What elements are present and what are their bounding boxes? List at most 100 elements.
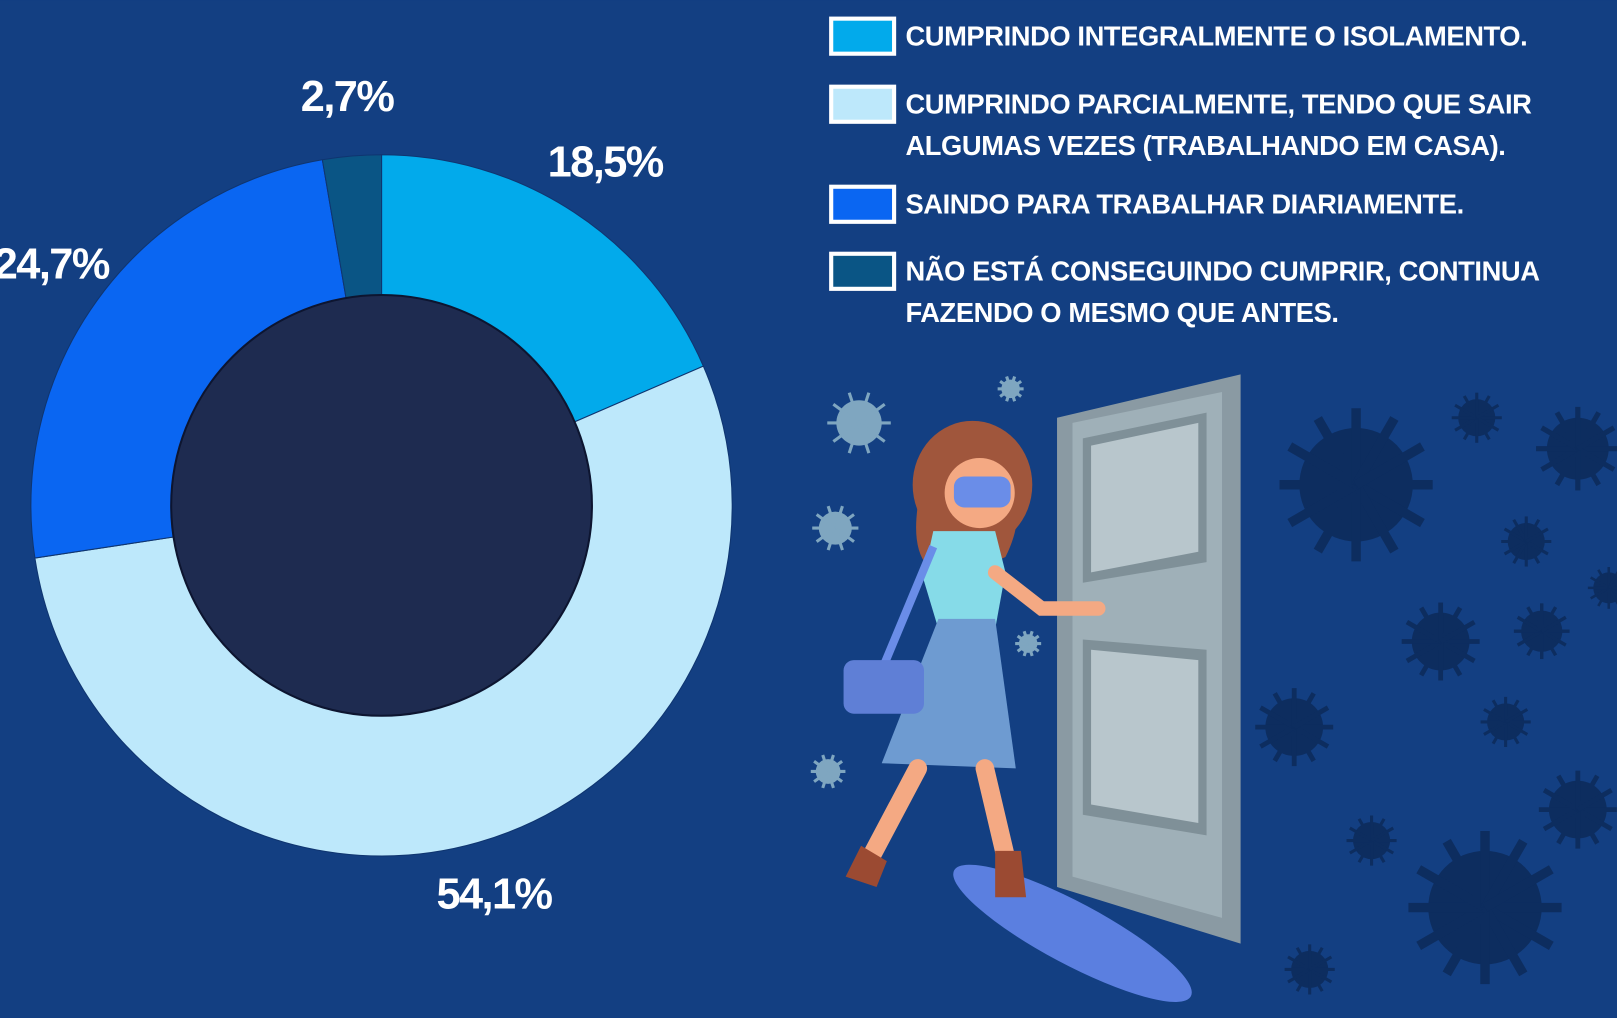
legend-swatch [829, 251, 897, 291]
door-panel [1091, 649, 1199, 824]
arm [987, 565, 1106, 616]
virus-spike [847, 392, 861, 424]
bag-strap [877, 545, 938, 672]
virus-spike [1597, 587, 1610, 607]
virus-spike [1370, 839, 1386, 864]
virus-spike [1525, 540, 1549, 556]
virus-spike [1313, 416, 1361, 488]
virus-spike [1504, 708, 1529, 724]
virus-spike [858, 421, 886, 443]
virus-spike [1349, 839, 1373, 855]
virus-spike [1475, 395, 1491, 419]
virus-spike [1608, 586, 1617, 595]
virus-spike [1313, 482, 1361, 554]
virus-spike [1607, 587, 1617, 605]
virus-spike [1554, 447, 1581, 487]
virus-spike [1608, 581, 1617, 590]
virus-spike [834, 526, 855, 543]
virus-spike [1482, 865, 1554, 912]
virus-spike [1576, 807, 1613, 832]
virus-spike [1272, 725, 1297, 763]
virus-spike [1512, 519, 1528, 543]
legend-label-box: CUMPRINDO PARCIALMENTE, TENDO QUE SAIR A… [905, 89, 1531, 161]
virus-spike [1526, 630, 1544, 657]
virus-spike [1462, 395, 1479, 419]
virus-spike [1292, 692, 1316, 729]
virus-spike [832, 421, 860, 443]
virus-spike [833, 505, 844, 529]
virus-spike [1308, 968, 1324, 992]
legend-label: SAINDO PARA TRABALHAR DIARIAMENTE. [905, 188, 1464, 220]
virus-spike [1590, 586, 1610, 600]
virus-spike [1439, 619, 1476, 644]
value-label: 2,7% [301, 73, 395, 121]
virus-spike [1524, 519, 1541, 543]
legs [862, 759, 1015, 866]
virus-spike [1462, 416, 1479, 441]
virus-spike [1556, 774, 1580, 811]
virus-spike [1438, 640, 1463, 677]
virus-spike [1480, 905, 1528, 977]
virus-spike [1353, 442, 1425, 489]
virus-spike [1416, 903, 1488, 950]
virus-spike [1516, 615, 1543, 633]
bag [843, 660, 924, 714]
virus-spike [826, 770, 835, 789]
virus-spike [1575, 808, 1600, 845]
virus-spike [1272, 692, 1297, 729]
virus-spike [832, 402, 860, 425]
virus-spike [1442, 838, 1490, 910]
virus-spike [1503, 540, 1528, 556]
virus-spike [1352, 482, 1399, 554]
virus-spike [1353, 480, 1425, 528]
virus-spike [1575, 447, 1601, 487]
virus-spike [826, 505, 837, 529]
shirt [922, 531, 1006, 630]
virus-spike [1576, 425, 1616, 451]
virus-spike [1503, 527, 1528, 543]
virus-spike [1292, 725, 1316, 763]
virus-spike [1370, 839, 1395, 855]
doormat [953, 864, 1192, 1002]
virus-spike [1357, 839, 1373, 864]
virus-spike [1516, 629, 1543, 647]
virus-spike [1540, 615, 1567, 633]
legend-swatch [829, 16, 897, 56]
virus-spike [1287, 955, 1311, 971]
virus-spike [1542, 807, 1580, 832]
value-labels: 18,5% 54,1% 24,7% 2,7% [0, 73, 665, 918]
virus-spike [1295, 968, 1312, 992]
legend-label: NÃO ESTÁ CONSEGUINDO CUMPRIR, CONTINUA F… [905, 255, 1539, 329]
virus-spike [827, 760, 844, 773]
virus-spike [1483, 720, 1507, 736]
virus-spike [1597, 569, 1610, 589]
virus-spike [1357, 818, 1373, 842]
virus-spike [1504, 720, 1529, 736]
virus-spike [834, 513, 855, 530]
virus-spike [1287, 480, 1359, 528]
value-label: 24,7% [0, 240, 110, 288]
virus-spike [1576, 446, 1616, 472]
value-label: 54,1% [436, 870, 552, 918]
virus-spike [1439, 639, 1476, 664]
virus-spike [833, 527, 844, 551]
legend-swatch [829, 84, 897, 124]
virus-spike [1491, 721, 1507, 745]
virus-spike [1504, 699, 1520, 723]
virus-spike [1308, 946, 1324, 971]
virus-spike [1475, 403, 1500, 420]
virus-spike [1542, 788, 1580, 812]
virus-spike [1419, 640, 1443, 677]
virus-spike [1575, 774, 1600, 811]
legend-swatch [829, 184, 897, 224]
donut-hole [170, 293, 593, 717]
virus-spike [1419, 606, 1443, 643]
virus-spike [826, 527, 837, 551]
virus-spike [857, 392, 871, 424]
mask [953, 476, 1011, 508]
virus-spike [1416, 865, 1488, 912]
virus-spike [1293, 725, 1330, 749]
legend-label-box: CUMPRINDO INTEGRALMENTE O ISOLAMENTO. [905, 21, 1527, 52]
virus-spike [821, 770, 830, 789]
